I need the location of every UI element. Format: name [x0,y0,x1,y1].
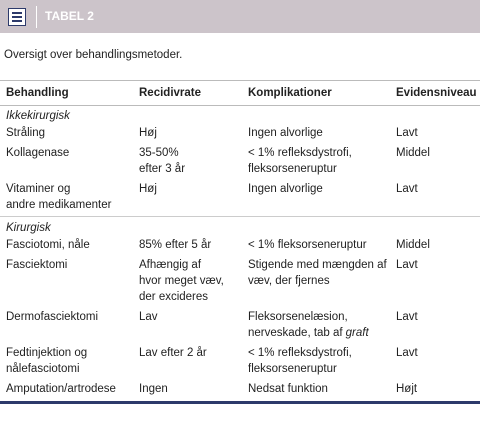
column-header: Recidivrate [133,80,242,106]
table-cell: Nedsat funktion [242,380,390,400]
table-cell: Lavt [390,124,480,144]
cell-line: nerveskade, tab af graft [248,327,369,339]
table-cell: Lavt [390,256,480,308]
section-label: Ikkekirurgisk [6,110,70,122]
cell-line: Fedtinjektion og [6,347,88,359]
cell-line: 35-50% [139,147,179,159]
cell-line: Middel [396,239,430,251]
bottom-rule [0,401,480,404]
cell-line: Lavt [396,311,418,323]
table-row: Fedtinjektion og nålefasciotomi Lav efter … [0,344,480,380]
cell-line: Amputation/artrodese [6,383,116,395]
table-cell: Middel [390,236,480,256]
cell-line: Lavt [396,347,418,359]
section-row: Ikkekirurgisk [0,106,480,125]
table-cell: Amputation/artrodese [0,380,133,400]
table-cell: Lavt [390,344,480,380]
cell-line: < 1% refleksdystrofi, [248,147,352,159]
table-cell: Lav efter 2 år [133,344,242,380]
cell-line: Lav [139,311,158,323]
cell-line: der excideres [139,291,209,303]
cell-line: Stigende med mængden af [248,259,387,271]
table-cell: Stigende med mængden af væv, der fjernes [242,256,390,308]
cell-line: Lavt [396,259,418,271]
table-cell: Vitaminer og andre medikamenter [0,180,133,217]
cell-line: Lavt [396,183,418,195]
table-row: Fasciotomi, nåle 85% efter 5 år < 1% fleks… [0,236,480,256]
cell-line: Vitaminer og [6,183,71,195]
table-cell: Højt [390,380,480,400]
table-cell: Høj [133,124,242,144]
table-cell: Stråling [0,124,133,144]
table-row: Kollagenase 35-50% efter 3 år < 1% refleksd… [0,144,480,180]
table-cell: Middel [390,144,480,180]
separator [36,6,37,28]
cell-line: < 1% refleksdystrofi, [248,347,352,359]
column-header: Komplikationer [242,80,390,106]
table-cell: Ingen alvorlige [242,180,390,217]
cell-line: nålefasciotomi [6,363,80,375]
table-cell: Afhængig af hvor meget væv, der excideres [133,256,242,308]
cell-line: Lav efter 2 år [139,347,207,359]
table-cell: Ingen [133,380,242,400]
cell-line: Kollagenase [6,147,70,159]
section-row: Kirurgisk [0,216,480,236]
cell-line: Fasciektomi [6,259,68,271]
table-cell: Fleksorsenelæsion, nerveskade, tab af graf… [242,308,390,344]
cell-line: < 1% fleksorseneruptur [248,239,367,251]
cell-line: Dermofasciektomi [6,311,99,323]
table-cell: < 1% refleksdystrofi, fleksorseneruptur [242,144,390,180]
table-row: Amputation/artrodese Ingen Nedsat funktion… [0,380,480,400]
cell-line: fleksorseneruptur [248,363,337,375]
caption: Oversigt over behandlingsmetoder. [4,49,183,61]
column-header: Evidensniveau [390,80,480,106]
table-cell: Fasciektomi [0,256,133,308]
header-bar: TABEL 2 [0,0,480,33]
header-row: Behandling Recidivrate Komplikationer Evide… [0,80,480,106]
cell-line: Ingen alvorlige [248,127,323,139]
cell-line: efter 3 år [139,163,186,175]
cell-line: væv, der fjernes [248,275,330,287]
table-icon [8,8,26,26]
table-cell: Fasciotomi, nåle [0,236,133,256]
cell-line: Lavt [396,127,418,139]
table-row: Stråling Høj Ingen alvorlige Lavt [0,124,480,144]
cell-line: Middel [396,147,430,159]
emphasis: graft [345,327,369,339]
cell-line: 85% efter 5 år [139,239,212,251]
cell-line: Høj [139,127,157,139]
table-cell: Lavt [390,180,480,217]
cell-line: andre medikamenter [6,199,112,211]
column-header: Behandling [0,80,133,106]
table-cell: 35-50% efter 3 år [133,144,242,180]
cell-line: fleksorseneruptur [248,163,337,175]
table-cell: Ingen alvorlige [242,124,390,144]
cell-line: Høj [139,183,157,195]
cell-line: Stråling [6,127,45,139]
cell-line: Fasciotomi, nåle [6,239,90,251]
table-cell: < 1% refleksdystrofi, fleksorseneruptur [242,344,390,380]
table-cell: Fedtinjektion og nålefasciotomi [0,344,133,380]
table-cell: 85% efter 5 år [133,236,242,256]
table-cell: Lav [133,308,242,344]
table-cell: Kollagenase [0,144,133,180]
cell-line: Fleksorsenelæsion, [248,311,348,323]
table: Behandling Recidivrate Komplikationer Evide… [0,80,480,400]
cell-line: Højt [396,383,418,395]
table-cell: < 1% fleksorseneruptur [242,236,390,256]
table-row: Vitaminer og andre medikamenter Høj Ingen a… [0,180,480,217]
cell-line: Afhængig af [139,259,202,271]
section-label: Kirurgisk [0,216,480,236]
table-title: TABEL 2 [45,9,94,23]
table-row: Fasciektomi Afhængig af hvor meget væv, der… [0,256,480,308]
cell-line: hvor meget væv, [139,275,224,287]
table-cell: Høj [133,180,242,217]
cell-line: Ingen [139,383,168,395]
cell-line: Ingen alvorlige [248,183,323,195]
table-cell: Lavt [390,308,480,344]
cell-line: Nedsat funktion [248,383,328,395]
table-row: Dermofasciektomi Lav Fleksorsenelæsion, ner… [0,308,480,344]
table-cell: Dermofasciektomi [0,308,133,344]
